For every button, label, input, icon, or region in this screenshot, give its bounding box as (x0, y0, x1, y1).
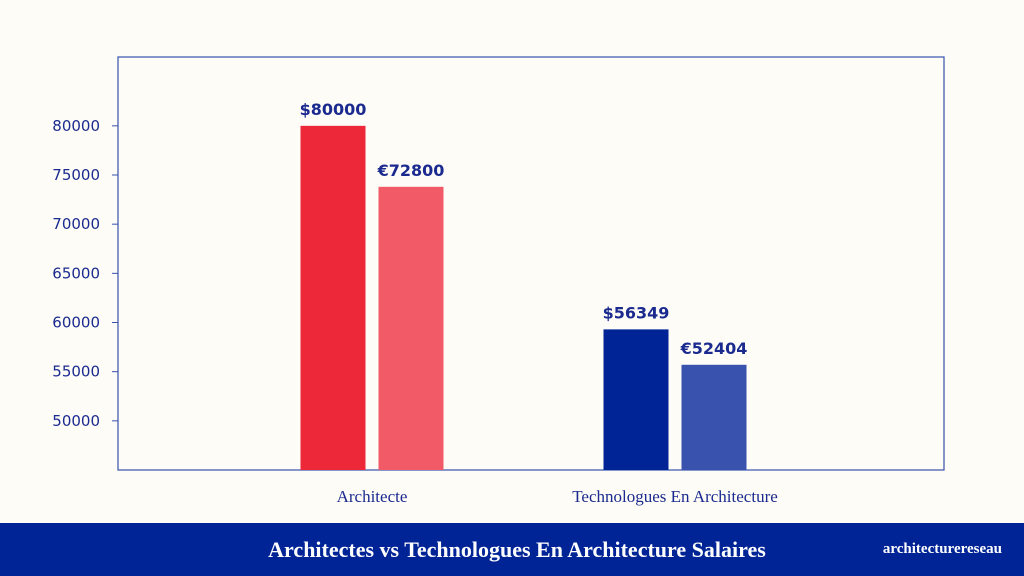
x-tick-label: Architecte (337, 487, 408, 506)
bar (300, 125, 366, 470)
y-tick-label: 70000 (52, 215, 100, 233)
y-tick-label: 60000 (52, 314, 100, 332)
bar (603, 329, 669, 470)
data-label: €72800 (377, 161, 445, 180)
x-axis: Architecte Technologues En Architecture (337, 487, 778, 506)
y-tick-label: 80000 (52, 117, 100, 135)
data-label: €52404 (680, 339, 748, 358)
y-tick-label: 55000 (52, 363, 100, 381)
data-label: $56349 (603, 303, 670, 322)
y-tick-label: 75000 (52, 166, 100, 184)
footer-banner: Architectes vs Technologues En Architect… (0, 523, 1024, 576)
data-label: $80000 (300, 100, 367, 119)
y-tick-label: 50000 (52, 412, 100, 430)
bar (378, 186, 444, 471)
bar (681, 364, 747, 470)
brand-logo-text: architecturereseau (882, 541, 1002, 557)
bars-group (300, 125, 747, 471)
chart-title: Architectes vs Technologues En Architect… (268, 537, 766, 562)
plot-area (117, 56, 945, 471)
y-axis: 50000 55000 60000 65000 70000 75000 80000 (52, 117, 118, 430)
y-tick-label: 65000 (52, 264, 100, 282)
x-tick-label: Technologues En Architecture (572, 487, 778, 506)
bar-chart: 50000 55000 60000 65000 70000 75000 80000 $800… (52, 56, 945, 506)
data-labels-group: $80000 €72800 $56349 €52404 (300, 100, 748, 358)
